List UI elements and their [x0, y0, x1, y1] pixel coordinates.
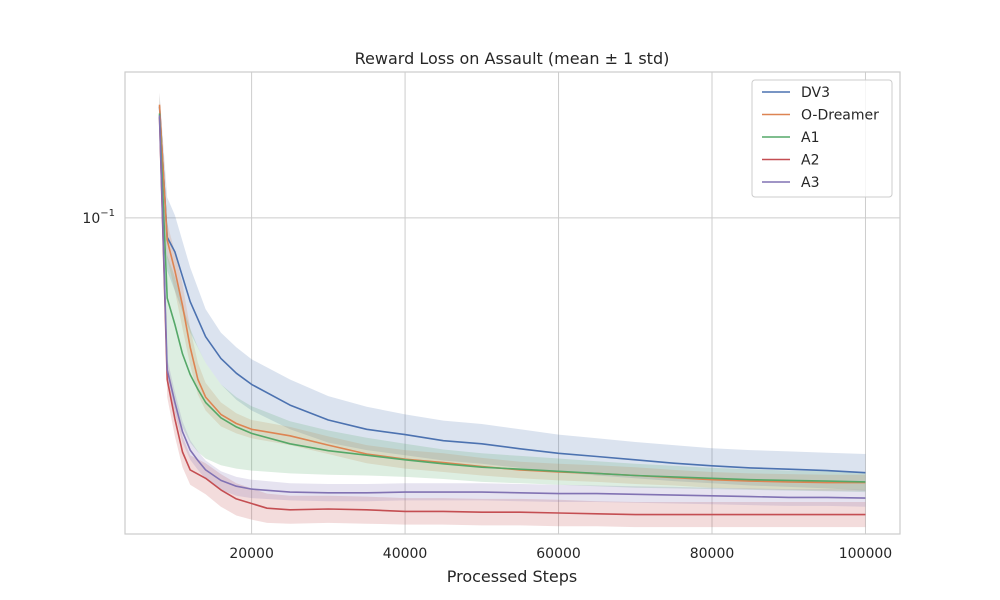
y-tick-label: 10−1 [82, 208, 115, 227]
legend-label-a3: A3 [801, 175, 819, 191]
line-dv3 [158, 106, 866, 474]
x-tick-label: 40000 [383, 546, 428, 562]
plot-frame [124, 71, 901, 535]
x-tick-label: 60000 [536, 546, 581, 562]
legend-box [751, 79, 893, 198]
line-a3 [158, 115, 866, 499]
series-lines [158, 104, 866, 516]
x-tick-label: 80000 [690, 546, 735, 562]
y-tick-labels: 10−1 [82, 208, 115, 227]
band-a1 [159, 96, 866, 493]
legend-label-a1: A1 [801, 130, 819, 146]
line-a1 [158, 113, 866, 483]
line-o-dreamer [158, 104, 866, 484]
legend-label-o-dreamer: O-Dreamer [801, 108, 879, 124]
legend-label-dv3: DV3 [801, 85, 830, 101]
legend: DV3 O-Dreamer A1 A2 A3 [751, 79, 893, 198]
chart-title: Reward Loss on Assault (mean ± 1 std) [355, 49, 670, 68]
x-tick-labels: 20000 40000 60000 80000 100000 [229, 546, 892, 562]
x-tick-label: 100000 [839, 546, 892, 562]
legend-label-a2: A2 [801, 153, 819, 169]
x-tick-label: 20000 [229, 546, 274, 562]
x-axis-label: Processed Steps [447, 567, 578, 586]
line-a2 [158, 117, 866, 516]
